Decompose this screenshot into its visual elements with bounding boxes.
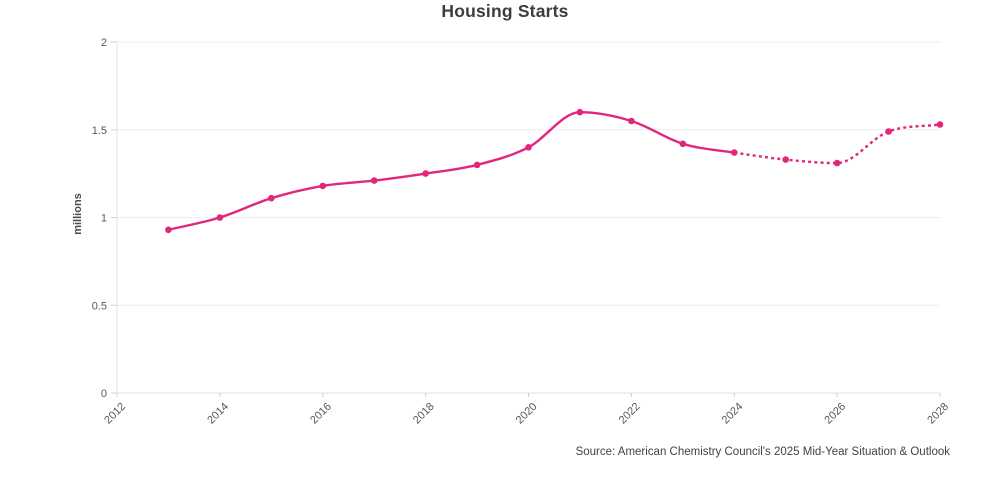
x-tick-label: 2014 bbox=[205, 401, 231, 427]
x-tick-label: 2024 bbox=[720, 401, 746, 427]
data-point-2024[interactable] bbox=[731, 149, 738, 156]
data-point-2026[interactable] bbox=[833, 159, 841, 167]
source-note: Source: American Chemistry Council's 202… bbox=[575, 446, 950, 458]
data-point-2021[interactable] bbox=[576, 108, 584, 116]
data-point-2019[interactable] bbox=[473, 161, 481, 169]
x-tick-label: 2016 bbox=[308, 401, 334, 427]
series-line-solid bbox=[167, 110, 736, 231]
data-point-2025[interactable] bbox=[782, 156, 789, 163]
x-tick-label: 2012 bbox=[102, 401, 128, 427]
data-point-2022[interactable] bbox=[628, 117, 635, 125]
data-point-2016[interactable] bbox=[319, 182, 327, 190]
chart-title: Housing Starts bbox=[441, 1, 569, 21]
data-point-2015[interactable] bbox=[268, 194, 275, 202]
y-tick-label: 2 bbox=[101, 37, 107, 49]
series-line-forecast-dashed bbox=[734, 123, 941, 165]
y-tick-label: 0 bbox=[101, 388, 107, 400]
data-point-2027[interactable] bbox=[885, 128, 892, 135]
data-point-2014[interactable] bbox=[216, 214, 224, 221]
x-tick-label: 2026 bbox=[822, 401, 848, 427]
y-tick-label: 1 bbox=[101, 213, 107, 225]
x-tick-label: 2028 bbox=[925, 401, 951, 427]
y-tick-label: 1.5 bbox=[92, 125, 107, 137]
data-point-2018[interactable] bbox=[422, 170, 429, 177]
data-point-2017[interactable] bbox=[370, 177, 378, 184]
x-tick-label: 2022 bbox=[617, 401, 643, 427]
data-point-2023[interactable] bbox=[679, 140, 687, 148]
y-tick-label: 0.5 bbox=[92, 300, 107, 312]
data-point-2013[interactable] bbox=[165, 226, 172, 234]
x-tick-label: 2018 bbox=[411, 401, 437, 427]
data-point-2020[interactable] bbox=[525, 144, 532, 151]
x-tick-label: 2020 bbox=[514, 401, 540, 427]
data-point-2028[interactable] bbox=[936, 121, 944, 128]
